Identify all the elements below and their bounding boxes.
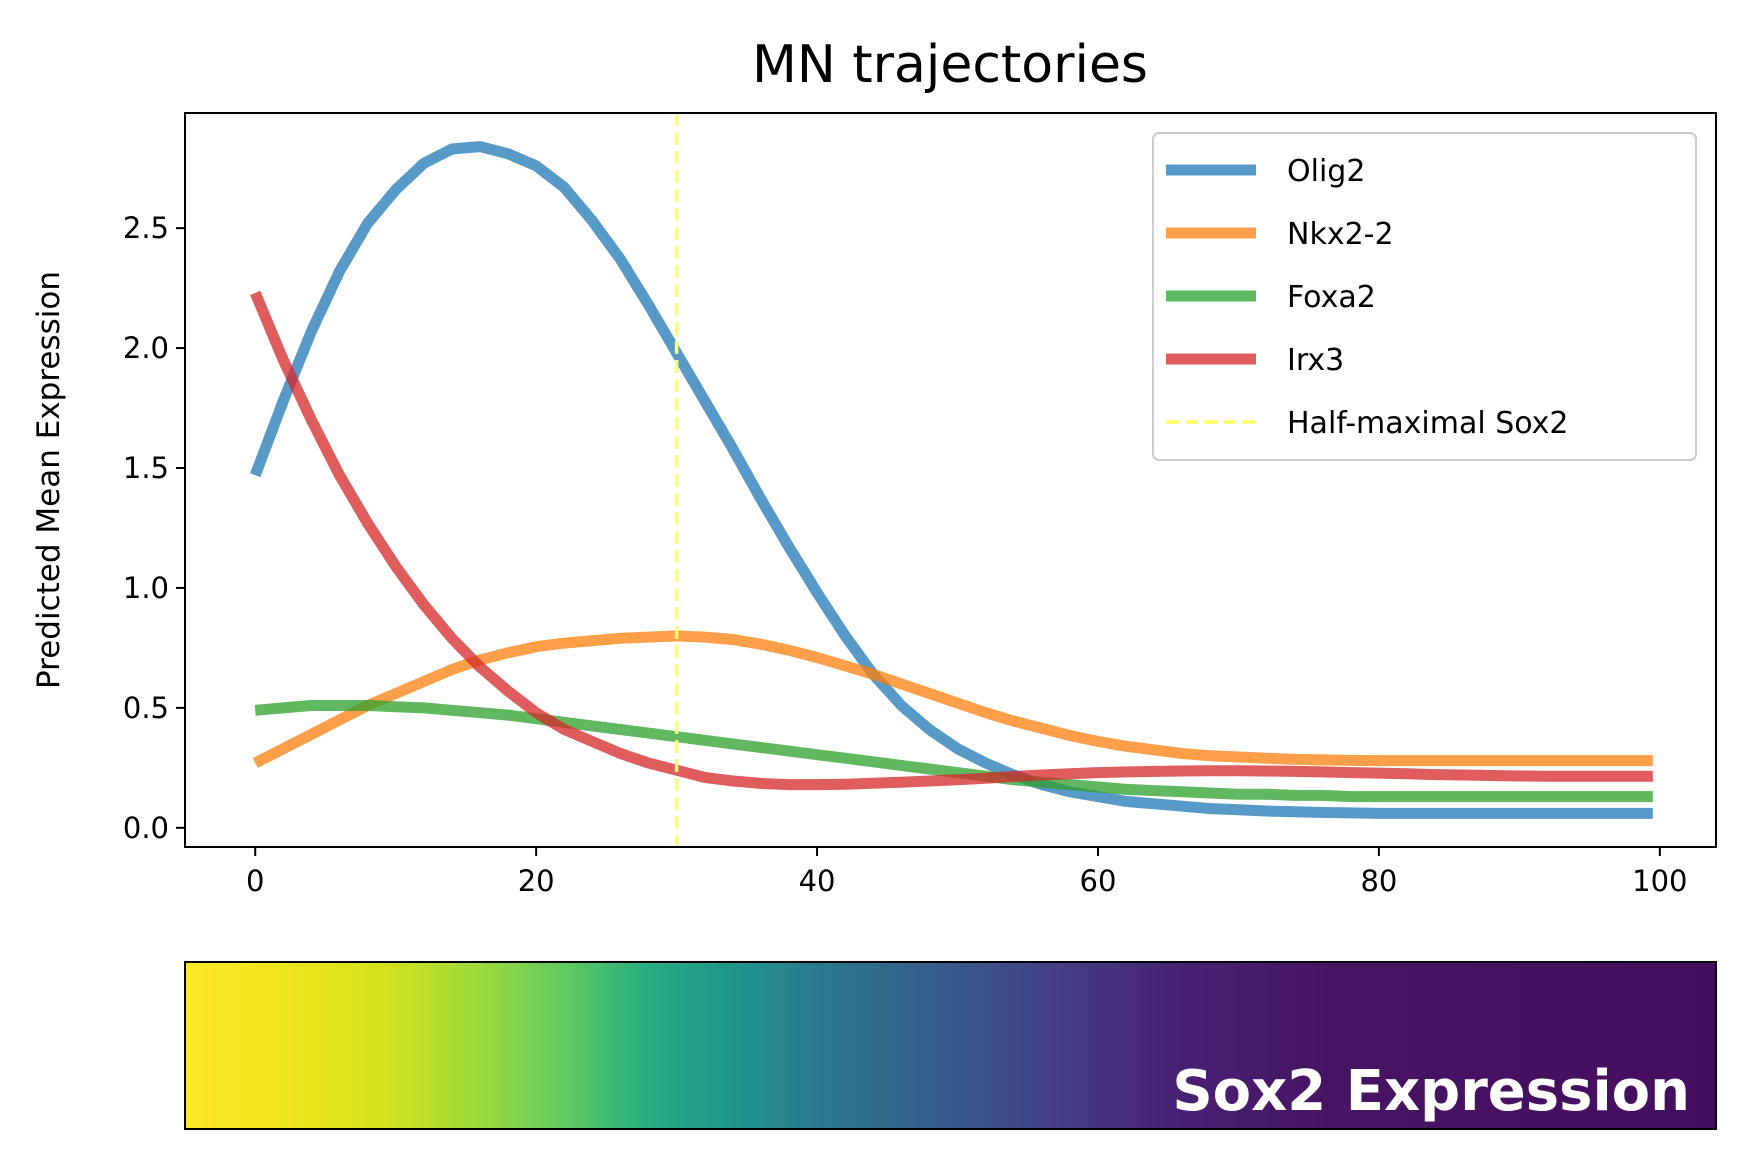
y-axis-ticks: 0.0 0.5 1.0 1.5 2.0 2.5 — [123, 211, 185, 845]
series-line-foxa2 — [254, 700, 1653, 803]
legend-label-foxa2: Foxa2 — [1287, 280, 1376, 315]
y-tick-label: 0.5 — [123, 691, 169, 725]
series-line-olig2 — [250, 141, 1653, 819]
x-tick-label: 80 — [1360, 864, 1397, 898]
legend-label-olig2: Olig2 — [1287, 154, 1365, 189]
legend-label-half-maximal-sox2: Half-maximal Sox2 — [1287, 406, 1569, 441]
x-tick-label: 100 — [1632, 864, 1687, 898]
y-tick-label: 2.0 — [123, 331, 169, 365]
x-tick-label: 0 — [246, 864, 264, 898]
colorbar — [184, 961, 1717, 1130]
colorbar-label: Sox2 Expression — [1172, 1059, 1690, 1124]
legend-label-nkx2-2: Nkx2-2 — [1287, 217, 1394, 252]
legend: Olig2 Nkx2-2 Foxa2 Irx3 Half-maximal Sox2 — [1152, 132, 1697, 461]
plot-frame — [184, 112, 1717, 848]
y-tick-label: 1.5 — [123, 451, 169, 485]
plot-curves — [250, 113, 1653, 847]
x-tick-label: 60 — [1080, 864, 1117, 898]
y-axis-label: Predicted Mean Expression — [31, 271, 67, 689]
series-line-nkx2-2 — [252, 630, 1653, 768]
y-tick-label: 0.0 — [123, 811, 169, 845]
y-tick-label: 1.0 — [123, 571, 169, 605]
legend-label-irx3: Irx3 — [1287, 343, 1344, 378]
legend-box — [1152, 132, 1697, 461]
chart-title: MN trajectories — [752, 35, 1148, 95]
x-tick-label: 40 — [799, 864, 836, 898]
y-tick-label: 2.5 — [123, 211, 169, 245]
x-tick-label: 20 — [518, 864, 555, 898]
x-axis-ticks: 0 20 40 60 80 100 — [246, 847, 1687, 898]
legend-entries: Olig2 Nkx2-2 Foxa2 Irx3 Half-maximal Sox2 — [1166, 154, 1569, 441]
series-line-irx3 — [250, 290, 1653, 791]
